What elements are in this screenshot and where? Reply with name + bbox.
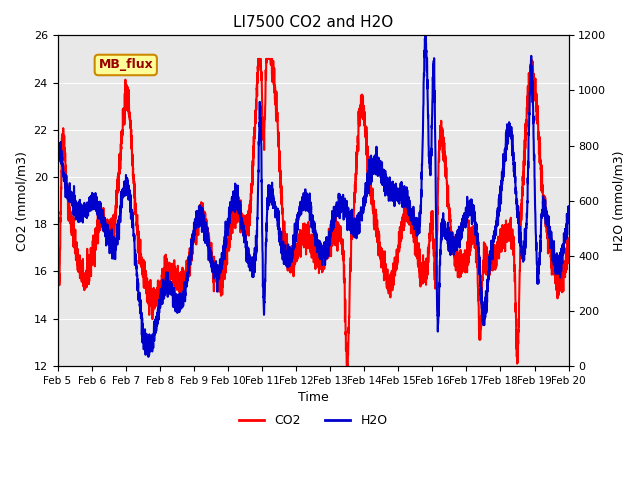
Line: CO2: CO2 bbox=[58, 59, 568, 366]
H2O bbox=[145, 354, 152, 360]
Y-axis label: H2O (mmol/m3): H2O (mmol/m3) bbox=[612, 150, 625, 251]
X-axis label: Time: Time bbox=[298, 391, 328, 404]
CO2 bbox=[254, 56, 262, 62]
CO2 bbox=[54, 256, 61, 262]
Title: LI7500 CO2 and H2O: LI7500 CO2 and H2O bbox=[233, 15, 393, 30]
CO2 bbox=[564, 243, 572, 249]
Text: MB_flux: MB_flux bbox=[99, 59, 153, 72]
CO2 bbox=[516, 233, 524, 239]
H2O bbox=[163, 287, 171, 292]
Legend: CO2, H2O: CO2, H2O bbox=[234, 409, 392, 432]
Y-axis label: CO2 (mmol/m3): CO2 (mmol/m3) bbox=[15, 151, 28, 251]
H2O bbox=[421, 33, 429, 38]
H2O bbox=[564, 203, 572, 209]
CO2 bbox=[363, 130, 371, 136]
H2O bbox=[564, 220, 572, 226]
CO2 bbox=[372, 216, 380, 222]
H2O bbox=[363, 188, 371, 193]
H2O bbox=[196, 213, 204, 219]
H2O bbox=[516, 233, 524, 239]
Line: H2O: H2O bbox=[58, 36, 568, 357]
H2O bbox=[54, 162, 61, 168]
CO2 bbox=[343, 363, 351, 369]
CO2 bbox=[196, 212, 204, 217]
CO2 bbox=[564, 247, 572, 252]
CO2 bbox=[163, 272, 171, 278]
H2O bbox=[372, 158, 380, 164]
